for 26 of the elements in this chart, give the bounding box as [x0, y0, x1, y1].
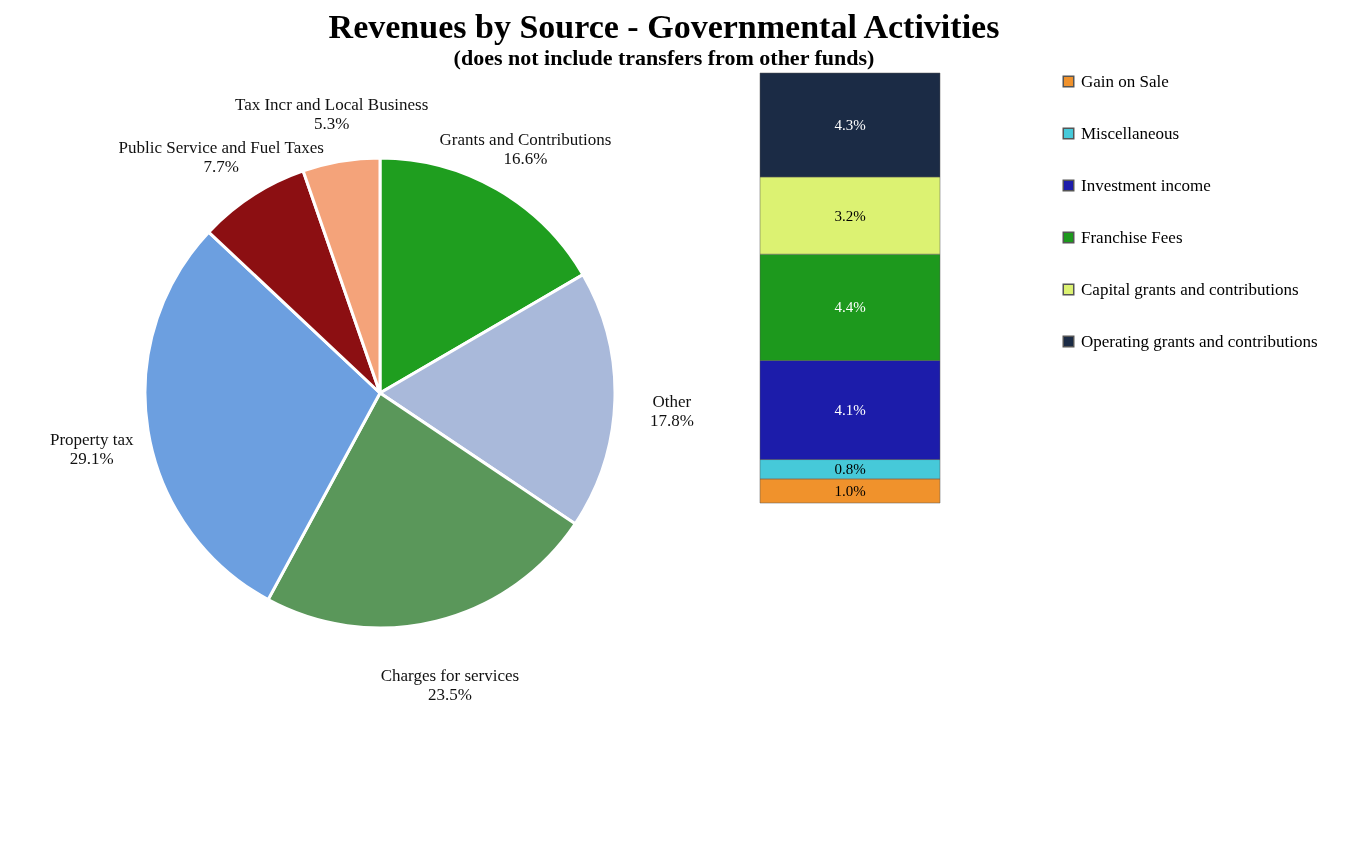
data-label: 5.3% [313, 114, 350, 134]
data-label: 29.1% [69, 448, 114, 468]
data-label: 7.7% [203, 156, 239, 176]
legend-label: Franchise Fees [1081, 227, 1183, 247]
slice-label: Other [652, 392, 692, 412]
slice-label: Public Service and Fuel Taxes [118, 137, 324, 157]
data-label: 4.3% [834, 116, 866, 133]
data-label: 23.5% [427, 685, 472, 705]
legend-label: Capital grants and contributions [1081, 279, 1299, 299]
data-label: 1.0% [834, 482, 866, 499]
slice-label: Charges for services [380, 666, 520, 686]
data-label: 16.6% [503, 148, 548, 168]
chart-subtitle: (does not include transfers from other funds) [453, 44, 875, 70]
legend-label: Operating grants and contributions [1081, 331, 1318, 351]
legend-label: Miscellaneous [1081, 123, 1180, 143]
slice-label: Tax Incr and Local Business [234, 95, 429, 115]
legend-label: Investment income [1081, 175, 1211, 195]
data-label: 0.8% [834, 461, 866, 478]
data-label: 3.2% [834, 207, 866, 224]
slice-label: Grants and Contributions [439, 129, 612, 149]
slice-label: Property tax [49, 429, 135, 449]
chart-title: Revenues by Source - Governmental Activities [328, 7, 1000, 45]
legend-label: Gain on Sale [1081, 71, 1169, 91]
data-label: 4.4% [834, 299, 866, 316]
data-label: 17.8% [649, 411, 694, 431]
data-label: 4.1% [834, 401, 866, 418]
